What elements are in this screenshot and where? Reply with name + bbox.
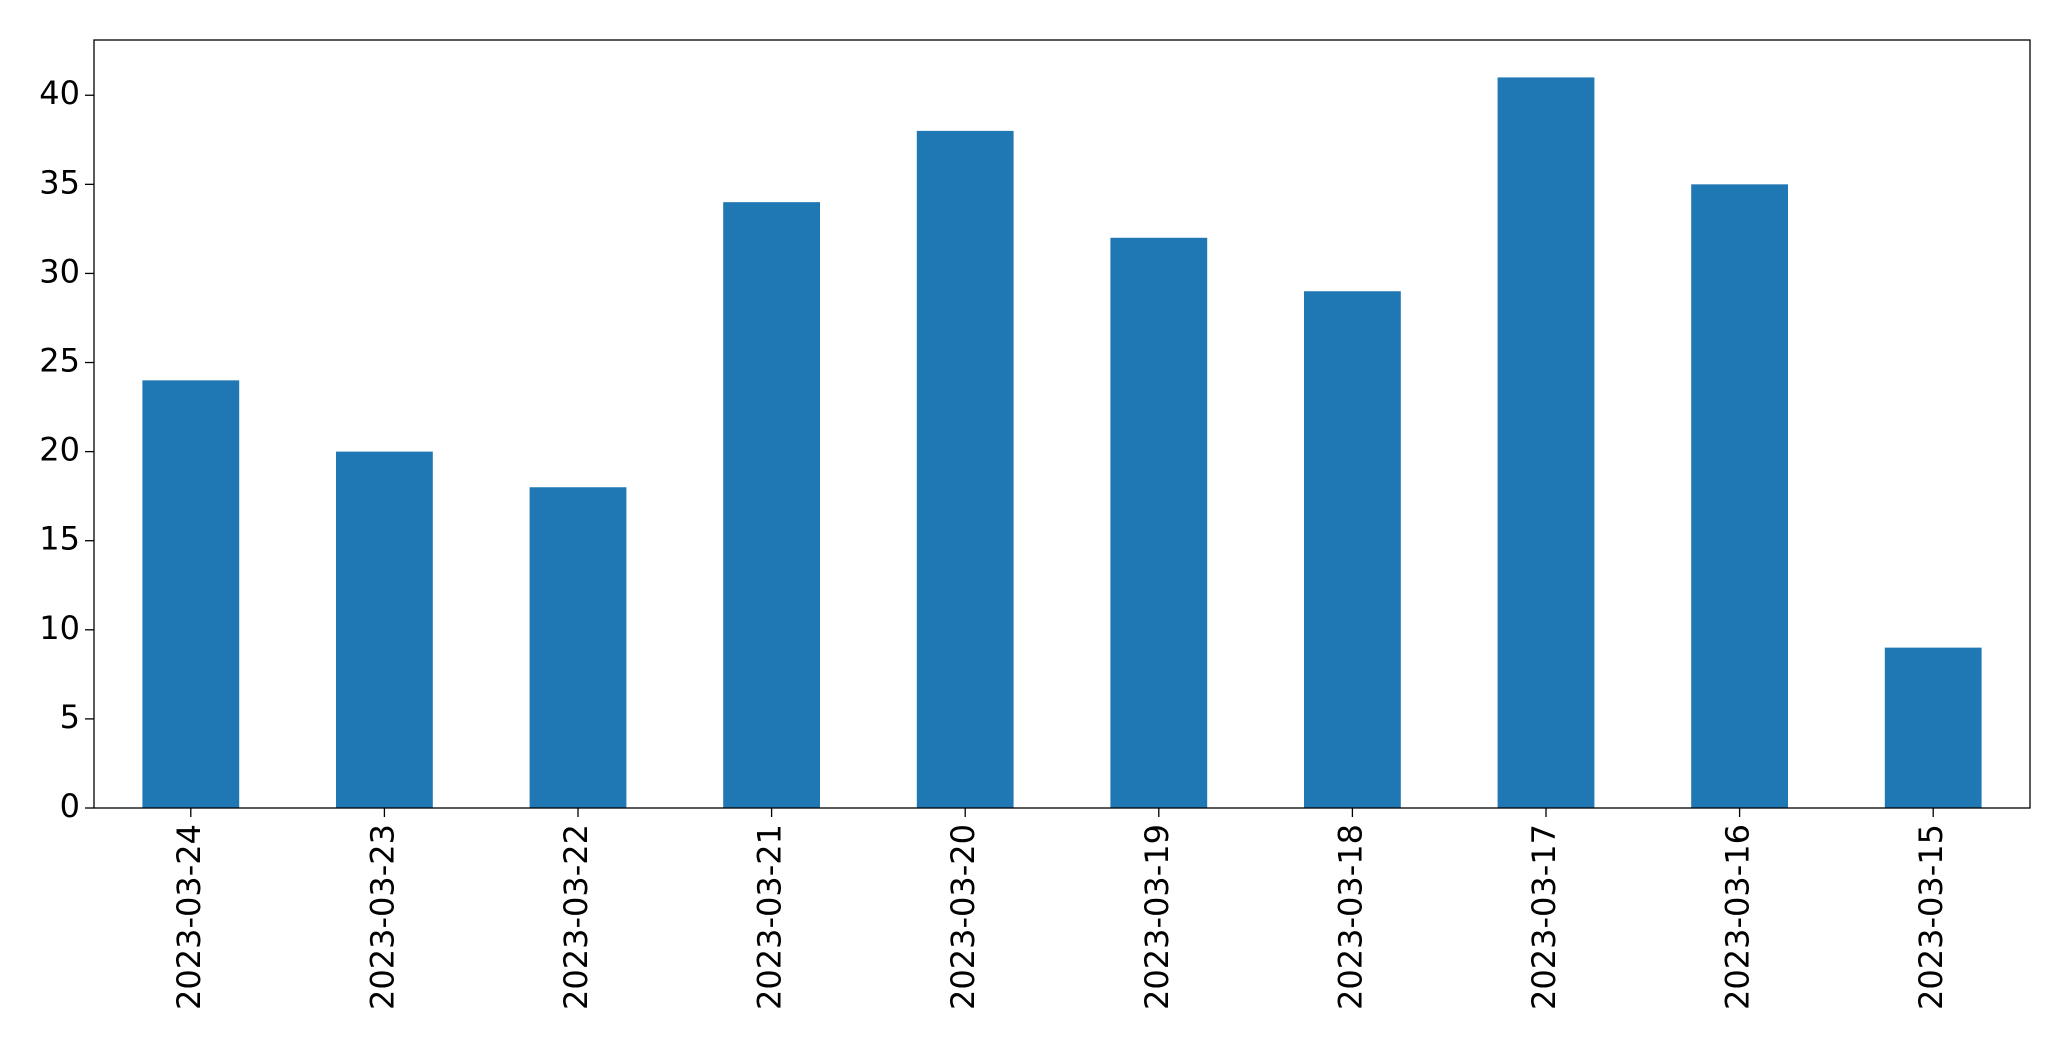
bar	[336, 451, 433, 808]
x-tick-label: 2023-03-16	[1719, 824, 1757, 1010]
bar	[1884, 647, 1982, 808]
bar	[1304, 291, 1401, 808]
x-tick-label: 2023-03-20	[944, 824, 982, 1010]
y-tick-label: 35	[39, 163, 80, 201]
y-tick-label: 20	[39, 431, 80, 469]
y-tick-label: 5	[60, 698, 80, 736]
x-tick-label: 2023-03-18	[1331, 824, 1369, 1010]
y-tick-label: 25	[39, 342, 80, 380]
x-tick-label: 2023-03-24	[170, 824, 208, 1010]
x-tick-label: 2023-03-23	[363, 824, 401, 1010]
bar	[1110, 237, 1208, 808]
x-tick-label: 2023-03-22	[557, 824, 595, 1010]
bar	[529, 487, 627, 808]
bar	[916, 130, 1014, 809]
bar	[142, 380, 240, 808]
bar	[1497, 77, 1595, 809]
x-tick-label: 2023-03-17	[1525, 824, 1563, 1010]
y-tick-label: 30	[39, 252, 80, 290]
x-tick-label: 2023-03-21	[751, 824, 789, 1010]
plot-frame	[93, 39, 2031, 809]
y-tick-label: 0	[60, 787, 80, 825]
x-tick-label: 2023-03-15	[1912, 824, 1950, 1010]
y-tick-label: 10	[39, 609, 80, 647]
x-tick-label: 2023-03-19	[1138, 824, 1176, 1010]
y-tick-label: 40	[39, 74, 80, 112]
y-tick-label: 15	[39, 520, 80, 558]
bar	[1691, 184, 1788, 808]
bar	[723, 202, 820, 808]
